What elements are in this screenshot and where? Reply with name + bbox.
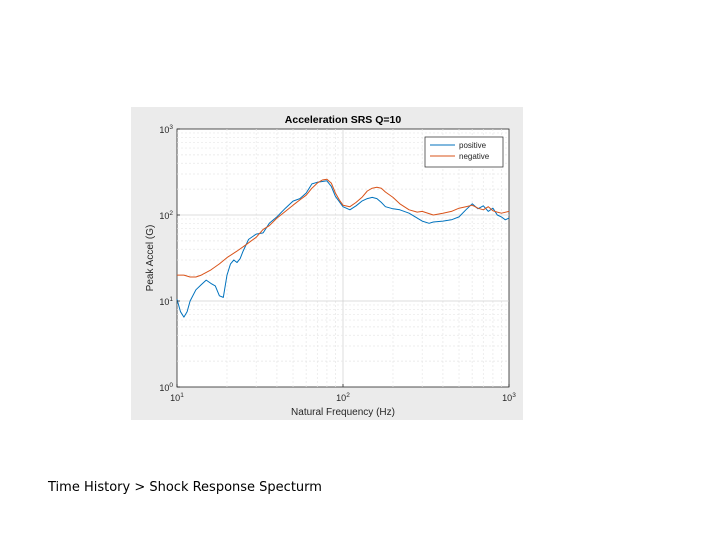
legend: positive negative xyxy=(424,136,504,168)
y-tick-label: 100 xyxy=(159,382,173,393)
x-axis-label: Natural Frequency (Hz) xyxy=(291,407,395,418)
y-axis-label: Peak Accel (G) xyxy=(145,225,156,292)
slide-caption: Time History > Shock Response Specturm xyxy=(48,480,322,495)
legend-box xyxy=(424,136,504,168)
x-tick-label: 103 xyxy=(502,392,516,403)
y-tick-label: 101 xyxy=(159,296,173,307)
series-line-negative xyxy=(177,178,510,278)
x-tick-label: 101 xyxy=(170,392,184,403)
legend-label-negative: negative xyxy=(459,152,490,161)
x-tick-label: 102 xyxy=(336,392,350,403)
series-line-positive xyxy=(176,180,510,318)
legend-label-positive: positive xyxy=(459,141,487,150)
y-tick-label: 102 xyxy=(159,210,173,221)
chart-title: Acceleration SRS Q=10 xyxy=(285,114,402,126)
y-tick-label: 103 xyxy=(159,124,173,135)
chart-figure: 101 102 103 100 101 102 103 Acceleration SRS Q… xyxy=(131,107,523,420)
